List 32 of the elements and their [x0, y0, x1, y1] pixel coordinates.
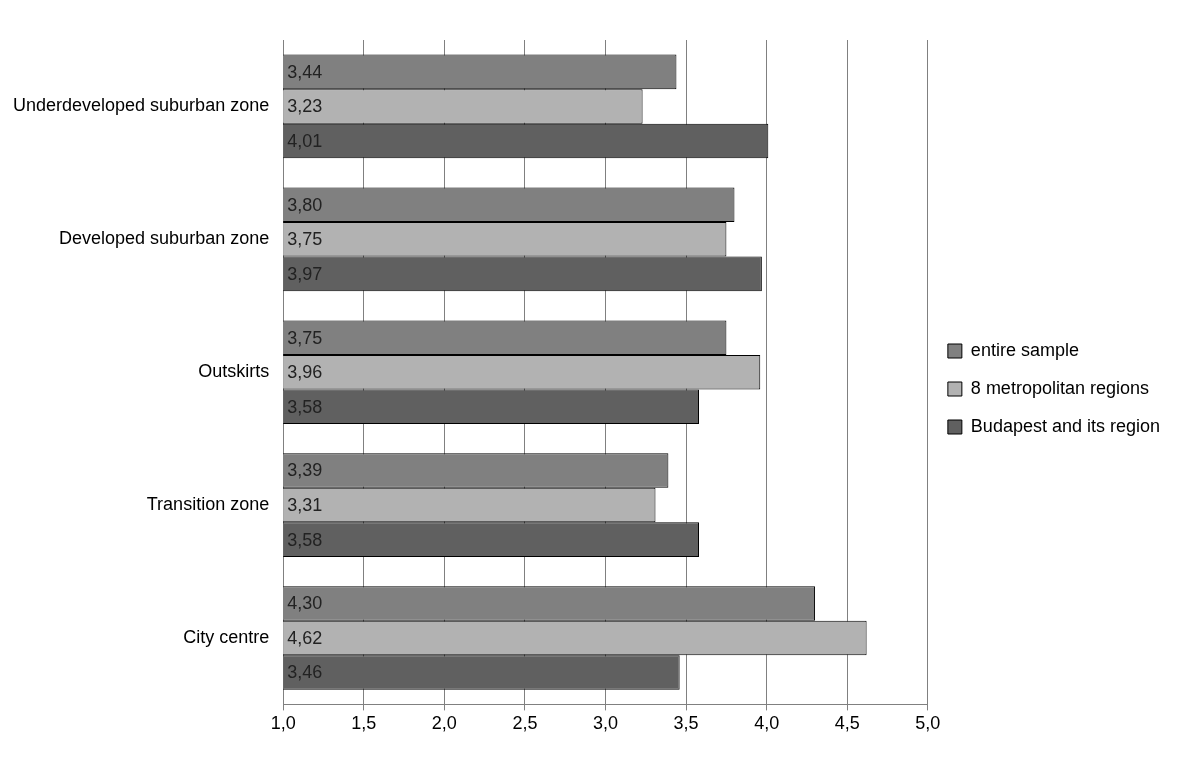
- legend-label: Budapest and its region: [970, 415, 1161, 436]
- x-tick-label: 5,0: [915, 713, 941, 734]
- y-tick-label: Developed suburban zone: [59, 228, 270, 249]
- data-label: 3,75: [287, 229, 323, 250]
- y-tick-label: Underdeveloped suburban zone: [12, 95, 270, 116]
- x-tick-label: 1,5: [351, 713, 377, 734]
- data-label: 4,01: [287, 130, 323, 151]
- x-tick-label: 1,0: [270, 713, 296, 734]
- data-label: 3,23: [287, 96, 323, 117]
- data-label: 4,62: [287, 627, 323, 648]
- x-tick-label: 3,5: [673, 713, 699, 734]
- data-label: 3,80: [287, 194, 323, 215]
- data-label: 3,39: [287, 460, 323, 481]
- data-label: 3,46: [287, 662, 323, 683]
- legend-label: 8 metropolitan regions: [970, 377, 1149, 398]
- y-tick-label: Transition zone: [146, 494, 270, 515]
- data-label: 3,58: [287, 529, 323, 550]
- data-label: 3,97: [287, 263, 323, 284]
- x-tick-label: 4,0: [754, 713, 780, 734]
- data-label: 3,44: [287, 61, 323, 82]
- data-label: 3,31: [287, 495, 323, 516]
- data-label: 3,58: [287, 396, 323, 417]
- data-label: 3,75: [287, 327, 323, 348]
- y-tick-label: Outskirts: [198, 361, 270, 382]
- x-tick-label: 3,0: [593, 713, 619, 734]
- legend-label: entire sample: [970, 339, 1079, 360]
- x-tick-label: 4,5: [834, 713, 860, 734]
- data-label: 4,30: [287, 593, 323, 614]
- y-tick-label: City centre: [183, 626, 270, 647]
- x-tick-label: 2,5: [512, 713, 538, 734]
- x-tick-label: 2,0: [431, 713, 457, 734]
- data-label: 3,96: [287, 362, 323, 383]
